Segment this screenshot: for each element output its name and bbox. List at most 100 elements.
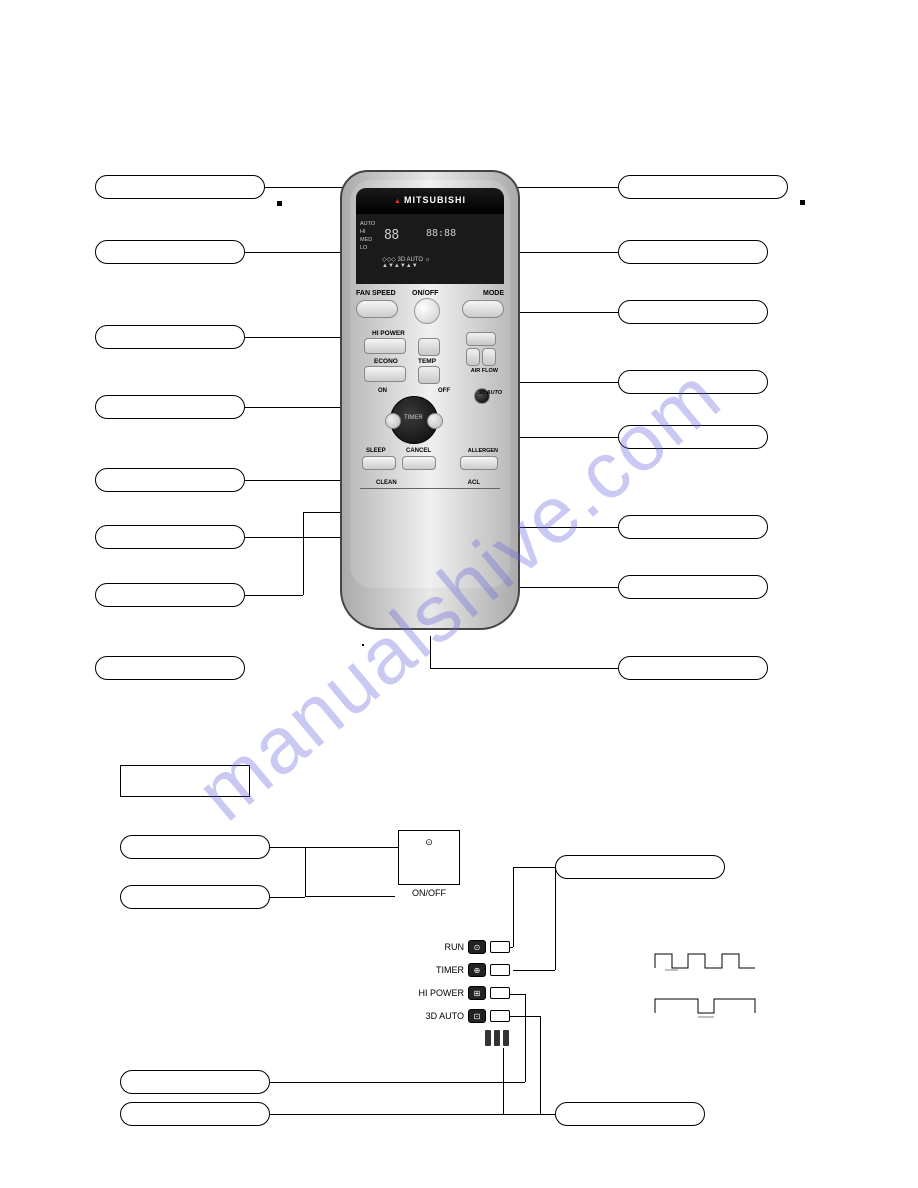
leader	[504, 187, 618, 188]
acl-label: ACL	[468, 480, 480, 486]
allergen-button[interactable]	[460, 456, 498, 470]
lcd-lo: LO	[360, 244, 375, 252]
hi-power-button[interactable]	[364, 338, 406, 354]
airflow-left-button[interactable]	[466, 348, 480, 366]
callout-right-5	[618, 425, 768, 449]
timer-dial: TIMER	[390, 396, 438, 444]
leader	[503, 1114, 555, 1115]
airflow-up-button[interactable]	[466, 332, 496, 346]
brand-label: MITSUBISHI	[356, 188, 504, 214]
lcd-med: MED	[360, 236, 375, 244]
lcd-temp-digits: 88	[384, 228, 399, 243]
indicator-timer: TIMER ⊕	[410, 963, 510, 977]
airflow-right-button[interactable]	[482, 348, 496, 366]
leader	[270, 1082, 525, 1083]
callout-left-2	[95, 240, 245, 264]
run-icon: ⊙	[468, 940, 486, 954]
callout-left-7	[95, 583, 245, 607]
marker	[277, 201, 282, 206]
cancel-label: CANCEL	[406, 448, 431, 454]
leader	[245, 595, 303, 596]
section-box	[120, 765, 250, 797]
fan-speed-label: FAN SPEED	[356, 290, 396, 297]
callout-right-6	[618, 515, 768, 539]
marker	[362, 644, 364, 646]
econo-label: ECONO	[374, 358, 398, 365]
timer-label: TIMER	[410, 965, 464, 975]
hipower-label: HI POWER	[410, 988, 464, 998]
timer-icon: ⊕	[468, 963, 486, 977]
run-label: RUN	[410, 942, 464, 952]
lcd-fan-labels: AUTO HI MED LO	[360, 220, 375, 252]
callout-right-8	[618, 656, 768, 680]
temp-up-button[interactable]	[418, 338, 440, 356]
remote-control: MITSUBISHI AUTO HI MED LO 88 88:88 ◇◇◇ 3…	[340, 170, 520, 630]
off-timer-button[interactable]	[427, 413, 443, 429]
allergen-label: ALLERGEN	[468, 448, 498, 454]
leader	[513, 970, 555, 971]
callout-right-4	[618, 370, 768, 394]
leader	[430, 668, 618, 669]
callout-right-1	[618, 175, 788, 199]
lcd-icons: ◇◇◇ 3D AUTO ☼ ▲▼▲▼▲▼	[382, 256, 500, 280]
temp-down-button[interactable]	[418, 366, 440, 384]
lcd-display: AUTO HI MED LO 88 88:88 ◇◇◇ 3D AUTO ☼ ▲▼…	[356, 214, 504, 284]
callout-left-3	[95, 325, 245, 349]
timing-diagram-2	[650, 995, 770, 1025]
callout-left-1	[95, 175, 265, 199]
airflow-label: AIR FLOW	[471, 368, 498, 374]
leader	[270, 897, 305, 898]
marker	[800, 200, 805, 205]
callout-right-7	[618, 575, 768, 599]
indicator-hipower: HI POWER ⊞	[410, 986, 510, 1000]
on-off-label: ON/OFF	[412, 290, 438, 297]
leader	[540, 1016, 541, 1114]
on-off-symbol: ⊙	[425, 837, 433, 848]
mode-button[interactable]	[462, 300, 504, 318]
hipower-light	[490, 987, 510, 999]
econo-button[interactable]	[364, 366, 406, 382]
leader	[508, 994, 525, 995]
leader	[430, 636, 431, 668]
unit-on-off-label: ON/OFF	[412, 888, 446, 898]
fan-speed-button[interactable]	[356, 300, 398, 318]
temp-label: TEMP	[418, 358, 436, 365]
leader	[513, 867, 514, 947]
clean-label: CLEAN	[376, 480, 397, 486]
leader	[513, 867, 555, 868]
leader	[503, 1048, 504, 1114]
callout-left-4	[95, 395, 245, 419]
leader	[303, 512, 304, 595]
leader	[270, 1114, 540, 1115]
callout-left-6	[95, 525, 245, 549]
3dauto-icon: ⊡	[468, 1009, 486, 1023]
lcd-auto: AUTO	[360, 220, 375, 228]
timer-label: TIMER	[404, 415, 423, 421]
callout-unit-1	[120, 835, 270, 859]
receiver-slits	[485, 1030, 509, 1046]
sleep-button[interactable]	[362, 456, 396, 470]
timer-light	[490, 964, 510, 976]
3d-auto-label: 3D AUTO	[478, 390, 502, 396]
lcd-hi: HI	[360, 228, 375, 236]
leader	[508, 1016, 540, 1017]
run-light	[490, 941, 510, 953]
hi-power-label: HI POWER	[372, 330, 405, 337]
3dauto-light	[490, 1010, 510, 1022]
page: manualshive.com MITSUBISHI AUTO HI	[0, 0, 918, 1188]
callout-right-3	[618, 300, 768, 324]
lcd-icons-bottom: ▲▼▲▼▲▼	[382, 263, 500, 269]
indicator-run: RUN ⊙	[410, 940, 510, 954]
callout-unit-2	[120, 885, 270, 909]
cancel-button[interactable]	[402, 456, 436, 470]
mode-label: MODE	[483, 290, 504, 297]
off-label: OFF	[438, 388, 450, 394]
indicator-3dauto: 3D AUTO ⊡	[410, 1009, 510, 1023]
callout-unit-3	[555, 855, 725, 879]
callout-unit-4	[120, 1070, 270, 1094]
on-timer-button[interactable]	[385, 413, 401, 429]
on-off-button[interactable]	[414, 298, 440, 324]
sleep-label: SLEEP	[366, 448, 386, 454]
unit-bracket	[305, 847, 395, 897]
hipower-icon: ⊞	[468, 986, 486, 1000]
